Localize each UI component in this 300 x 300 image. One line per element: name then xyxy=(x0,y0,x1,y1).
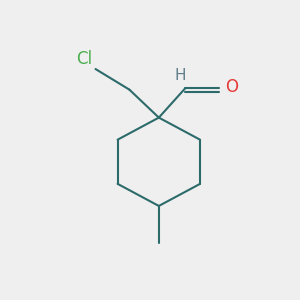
Text: O: O xyxy=(225,78,238,96)
Text: H: H xyxy=(174,68,186,83)
Text: Cl: Cl xyxy=(76,50,92,68)
